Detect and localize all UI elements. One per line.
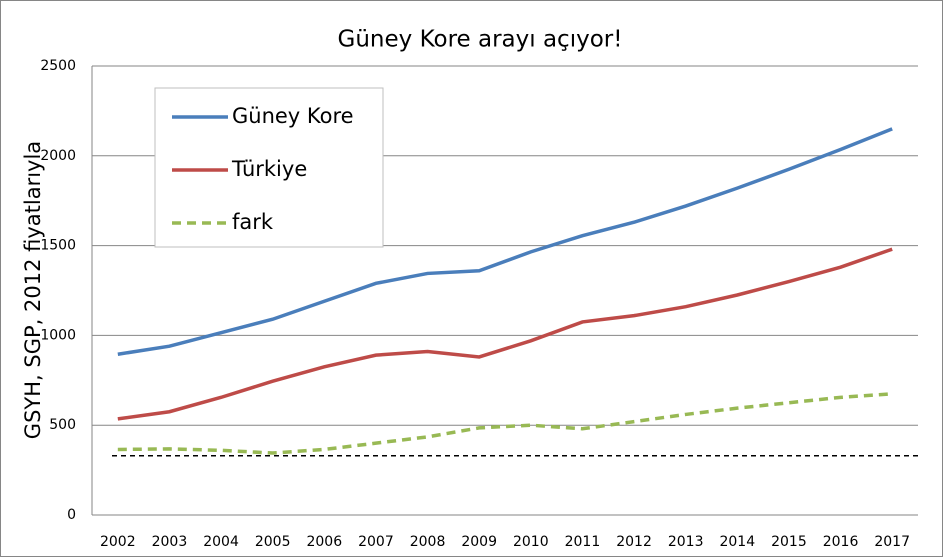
x-tick-label: 2010	[513, 534, 549, 550]
legend-label: fark	[232, 210, 274, 234]
x-tick-label: 2005	[255, 534, 291, 550]
x-tick-label: 2009	[461, 534, 497, 550]
y-tick-label: 500	[49, 417, 76, 433]
x-tick-label: 2007	[358, 534, 394, 550]
x-tick-label: 2011	[565, 534, 601, 550]
chart-title: Güney Kore arayı açıyor!	[338, 27, 623, 53]
x-tick-label: 2008	[410, 534, 446, 550]
x-tick-label: 2003	[152, 534, 188, 550]
x-tick-label: 2014	[719, 534, 755, 550]
x-tick-label: 2013	[668, 534, 704, 550]
y-tick-label: 0	[67, 507, 76, 523]
x-tick-label: 2004	[203, 534, 239, 550]
y-axis-label: GSYH, SGP, 2012 fiyatlarıyla	[21, 141, 45, 439]
series-line	[117, 392, 893, 455]
y-tick-label: 2000	[40, 148, 76, 164]
series-line	[117, 247, 893, 421]
x-tick-label: 2006	[306, 534, 342, 550]
y-tick-label: 2500	[40, 58, 76, 74]
legend-box	[154, 87, 384, 248]
x-tick-label: 2002	[100, 534, 136, 550]
y-tick-label: 1000	[40, 327, 76, 343]
x-tick-label: 2012	[616, 534, 652, 550]
legend-label: Türkiye	[231, 157, 307, 181]
y-tick-label: 1500	[40, 238, 76, 254]
x-tick-label: 2016	[823, 534, 859, 550]
series-line	[117, 127, 893, 356]
x-tick-label: 2015	[771, 534, 807, 550]
x-tick-label: 2017	[874, 534, 910, 550]
legend-label: Güney Kore	[232, 104, 354, 128]
